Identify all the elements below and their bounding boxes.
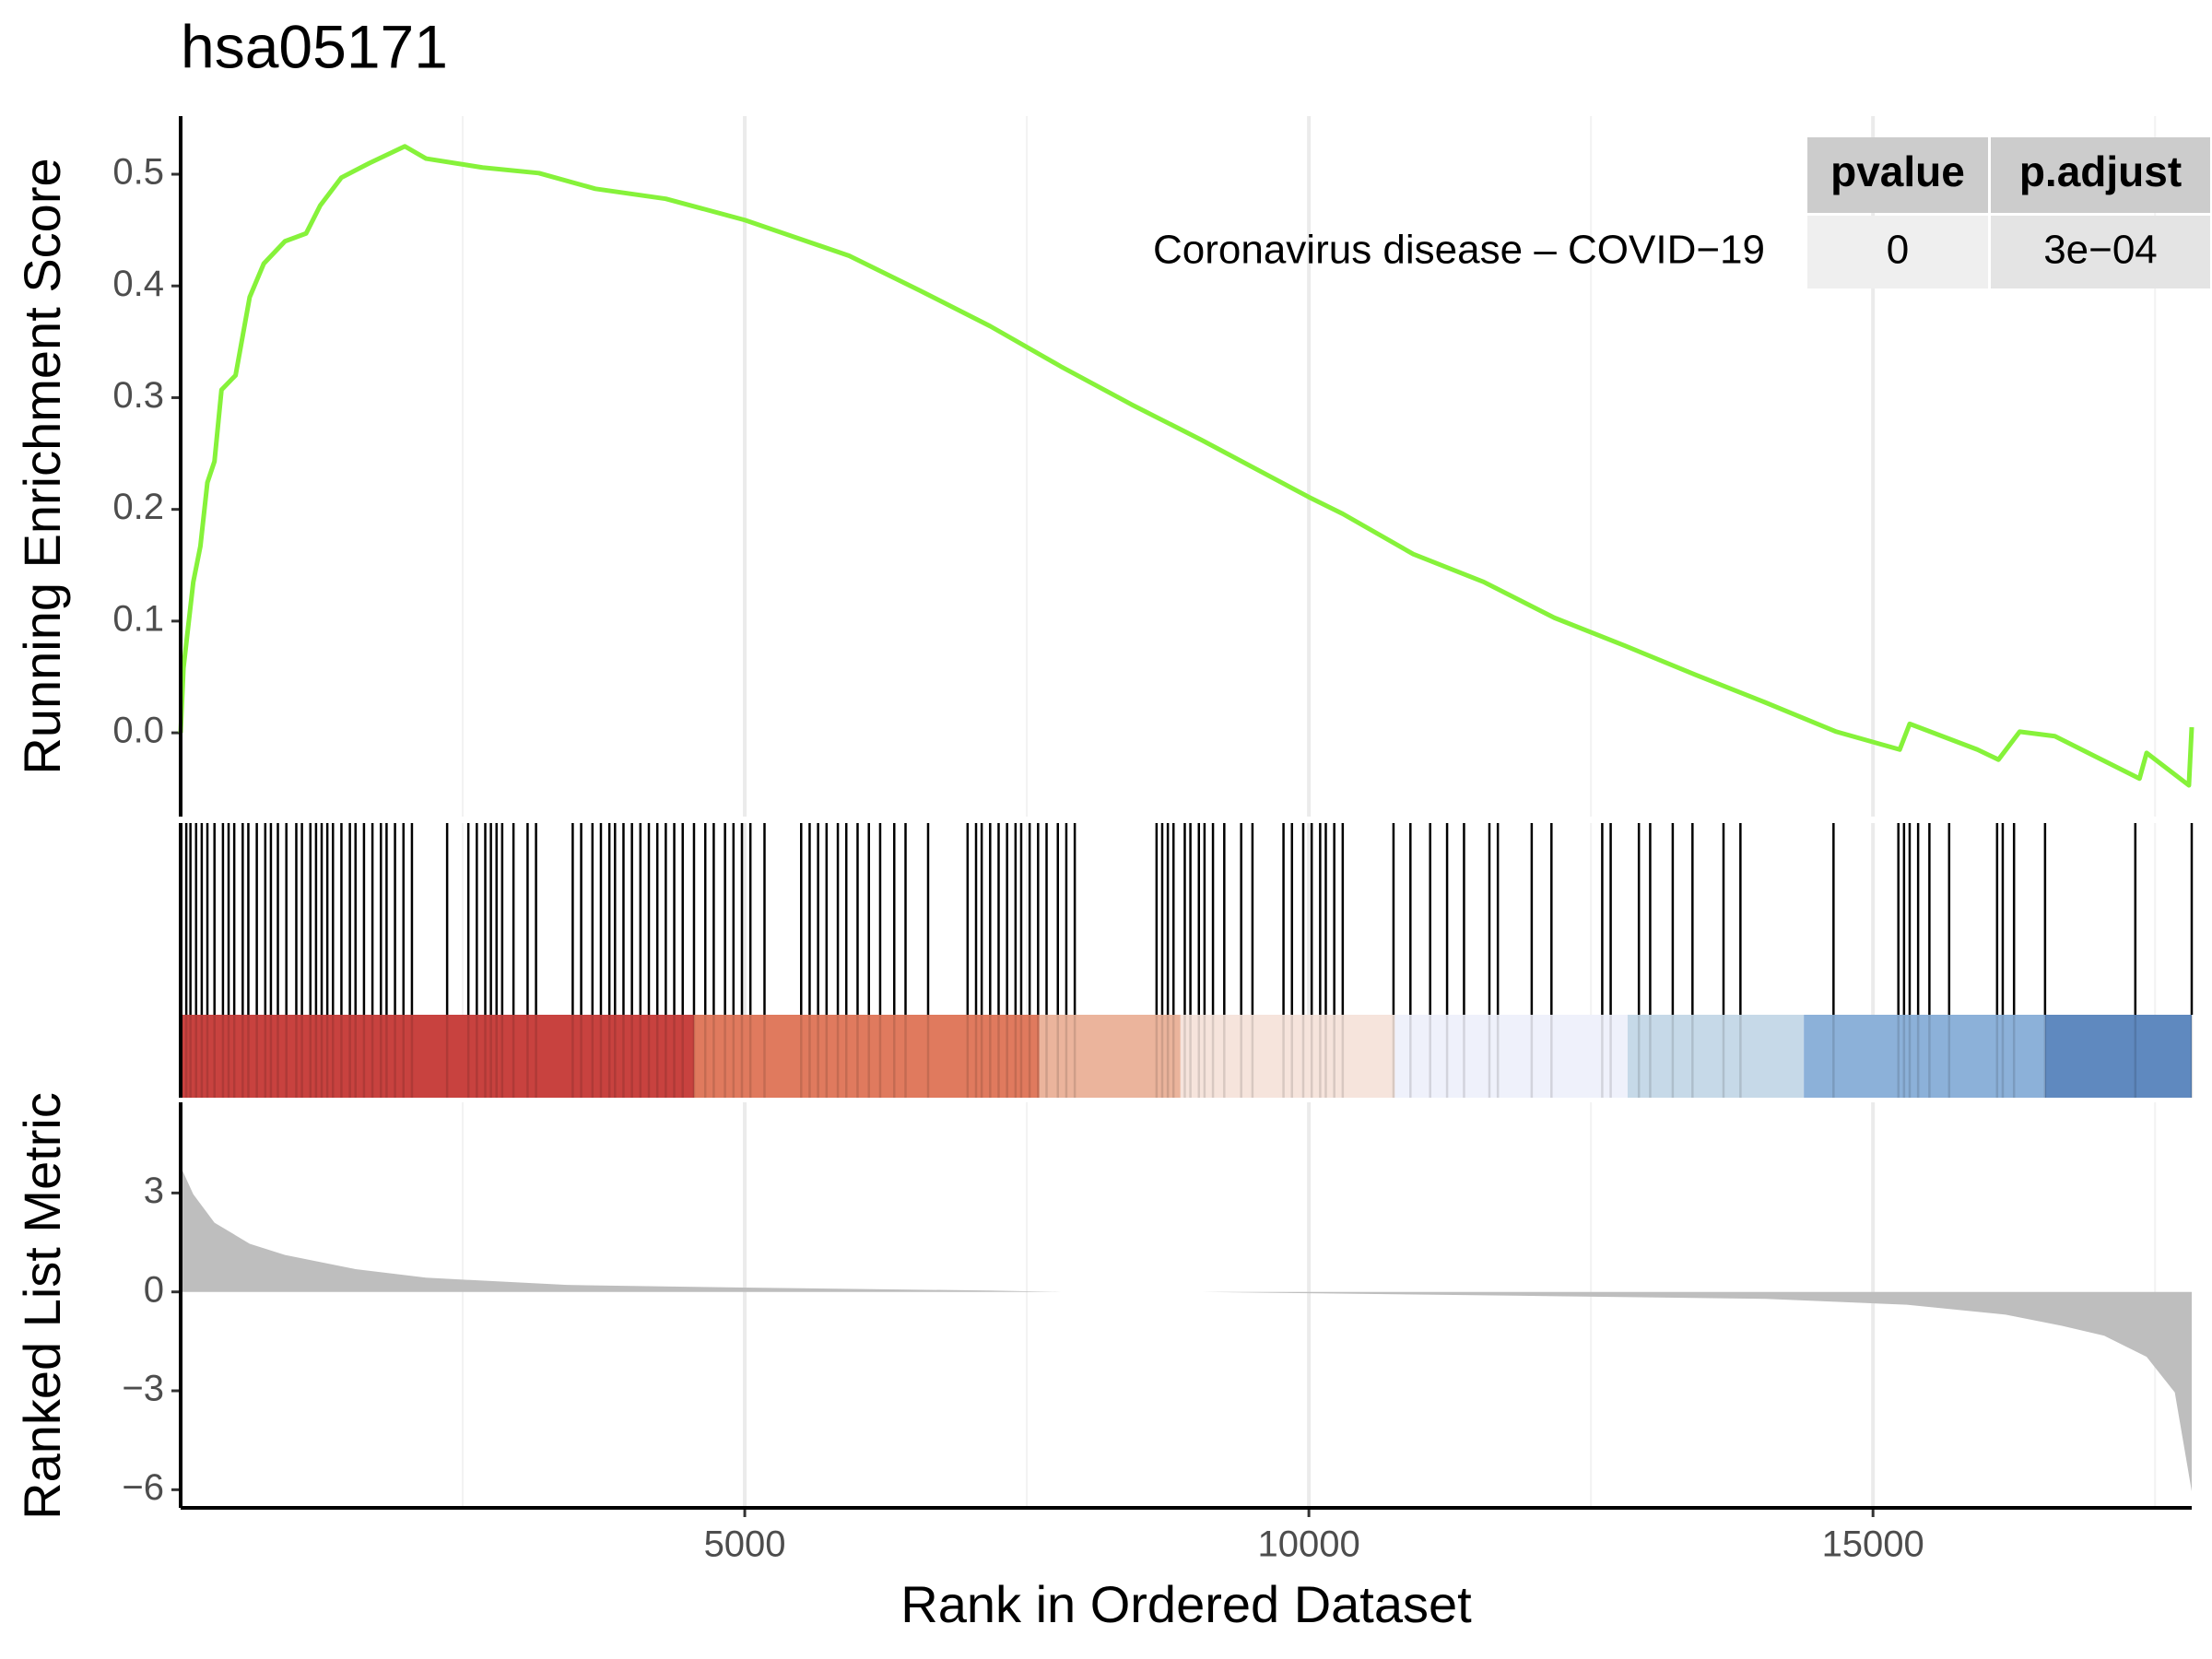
table-header: pvalue — [1830, 147, 1965, 195]
table-value: 0 — [1887, 228, 1909, 273]
y-tick-label: 0.2 — [112, 487, 164, 527]
y-tick-label: 0.5 — [112, 152, 164, 193]
enrichment-line — [178, 144, 2194, 788]
table-header: p.adjust — [2019, 147, 2182, 195]
table-cell — [1807, 216, 1988, 288]
table-header-cell — [1991, 137, 2210, 213]
x-axis-title: Rank in Ordered Dataset — [900, 1575, 1472, 1633]
rank-band — [181, 1015, 694, 1098]
y-axis-title: Running Enrichment Score — [13, 158, 71, 774]
rank-band — [693, 1015, 1040, 1098]
rank-band — [1627, 1015, 1805, 1098]
y-tick-label: 3 — [144, 1171, 164, 1211]
y-tick-label: 0.0 — [112, 711, 164, 751]
metric-area — [181, 1166, 2192, 1492]
series-label: Coronavirus disease – COVID−19 — [1153, 228, 1765, 273]
y-axis-title: Ranked List Metric — [13, 1092, 71, 1520]
x-tick-label: 5000 — [704, 1524, 786, 1565]
table-value: 3e−04 — [2043, 228, 2158, 273]
y-tick-label: 0 — [144, 1269, 164, 1310]
y-tick-label: 0.4 — [112, 264, 164, 304]
y-tick-label: −6 — [122, 1467, 164, 1508]
chart-title: hsa05171 — [181, 12, 448, 80]
rank-band — [1394, 1015, 1628, 1098]
table-cell — [1991, 216, 2210, 288]
x-tick-label: 10000 — [1258, 1524, 1360, 1565]
y-tick-label: 0.1 — [112, 598, 164, 639]
rank-band — [1804, 1015, 2045, 1098]
rank-band — [1039, 1015, 1181, 1098]
rank-band — [2044, 1015, 2192, 1098]
y-tick-label: −3 — [122, 1369, 164, 1409]
y-tick-label: 0.3 — [112, 375, 164, 416]
x-tick-label: 15000 — [1822, 1524, 1924, 1565]
table-header-cell — [1807, 137, 1988, 213]
rank-band — [1180, 1015, 1395, 1098]
